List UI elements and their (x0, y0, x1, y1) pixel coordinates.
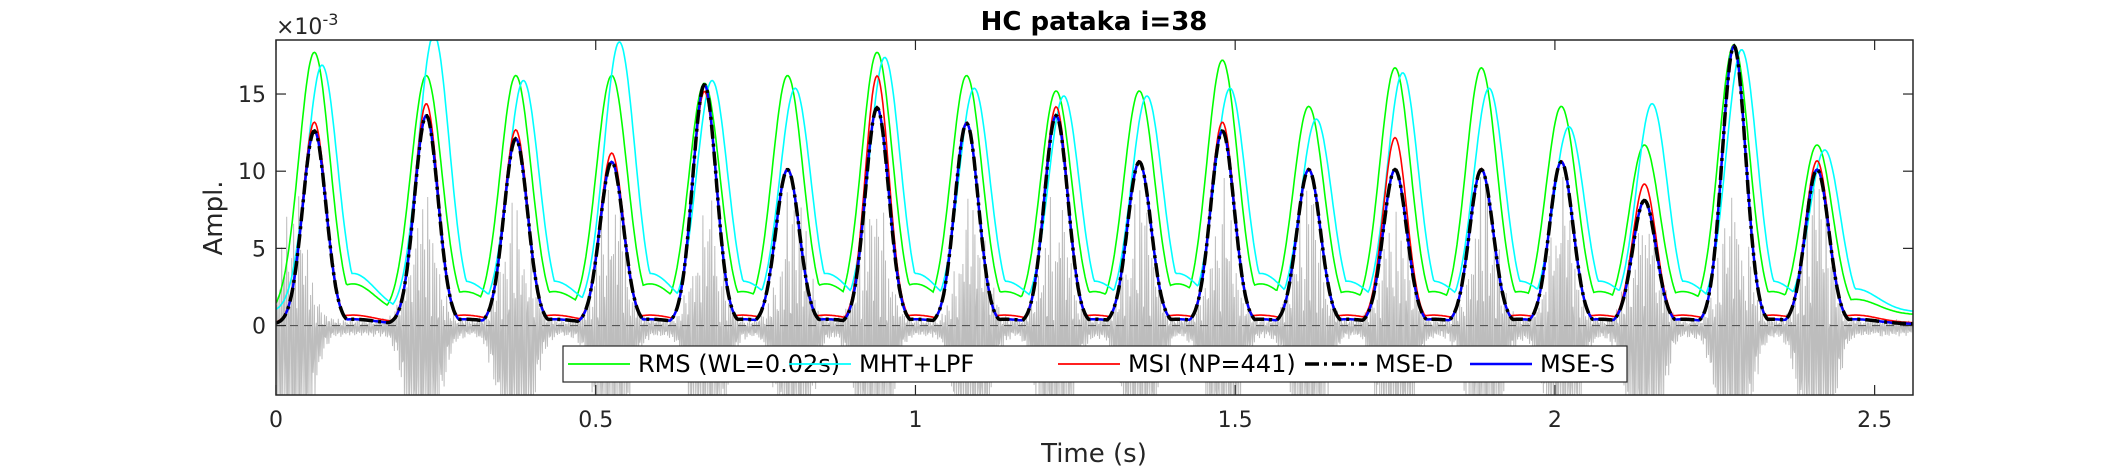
y-exponent-label: ×10-3 (276, 10, 338, 40)
series-line-mht-lpf (276, 40, 1913, 312)
legend-label: MSE-D (1375, 350, 1453, 378)
plot-frame (275, 39, 1914, 396)
y-tick-label: 10 (238, 160, 266, 185)
y-exponent-base: ×10 (276, 15, 322, 40)
y-tick-label: 15 (238, 83, 266, 108)
y-exponent-power: -3 (322, 10, 338, 29)
x-tick-label: 1.5 (1218, 408, 1253, 433)
y-tick-label: 0 (252, 315, 266, 340)
legend: RMS (WL=0.02s) MHT+LPF MSI (NP=441) MSE-D MS… (562, 345, 1628, 383)
legend-label: MHT+LPF (859, 350, 974, 378)
y-tick-label: 5 (252, 237, 266, 262)
x-tick-label: 0.5 (578, 408, 613, 433)
x-tick-label: 1 (908, 408, 922, 433)
series-line-rms-wl-0-02s (276, 43, 1913, 315)
x-axis-label: Time (s) (1040, 439, 1147, 469)
series-line-mse-d (276, 43, 1913, 326)
legend-label: MSI (NP=441) (1128, 350, 1296, 378)
legend-label: MSE-S (1540, 350, 1615, 378)
x-tick-label: 2 (1548, 408, 1562, 433)
x-tick-label: 2.5 (1857, 408, 1892, 433)
chart-title: HC pataka i=38 (981, 7, 1208, 37)
series-line-msi-np-441 (276, 43, 1913, 324)
y-axis-label: Ampl. (199, 180, 229, 255)
x-tick-label: 0 (269, 408, 283, 433)
waveform-background (276, 176, 1913, 395)
